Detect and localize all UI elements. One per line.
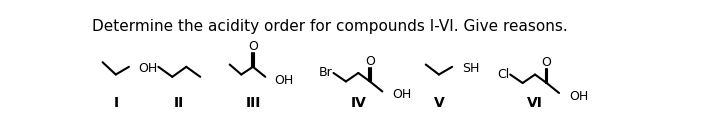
Text: Determine the acidity order for compounds I-VI. Give reasons.: Determine the acidity order for compound… [92,19,568,34]
Text: I: I [114,96,119,110]
Text: II: II [174,96,184,110]
Text: OH: OH [569,90,588,103]
Text: VI: VI [527,96,543,110]
Text: III: III [246,96,262,110]
Text: OH: OH [392,88,412,101]
Text: O: O [365,55,375,68]
Text: O: O [248,40,258,53]
Text: IV: IV [350,96,367,110]
Text: SH: SH [462,62,479,75]
Text: O: O [542,57,552,69]
Text: Br: Br [319,67,333,80]
Text: Cl: Cl [497,68,510,81]
Text: OH: OH [274,74,294,87]
Text: OH: OH [138,62,157,75]
Text: V: V [435,96,445,110]
